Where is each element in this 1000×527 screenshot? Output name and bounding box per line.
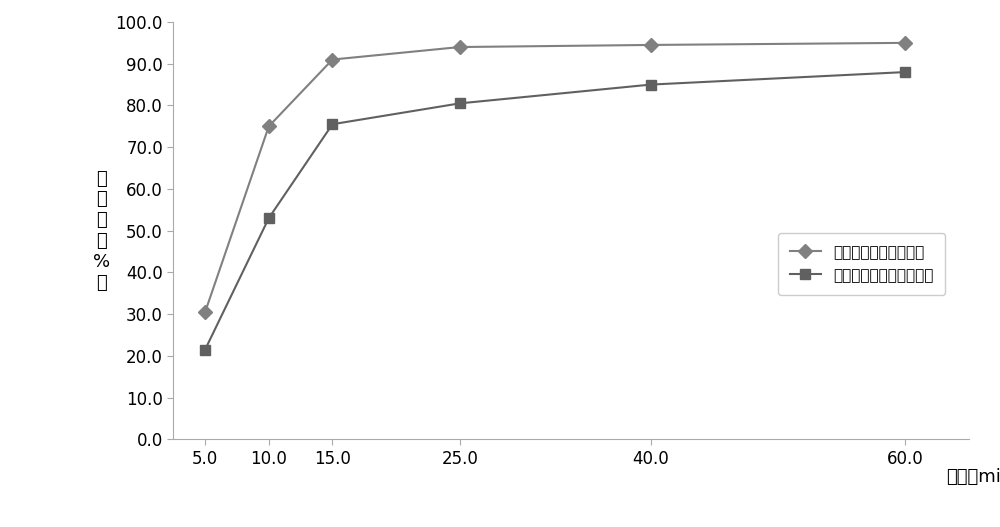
Line: 氯雷他定组合物咀嚼片: 氯雷他定组合物咀嚼片 [200,38,910,317]
X-axis label: 时间（min）: 时间（min） [946,469,1000,486]
氯雷他定组合物咀嚼片 [645,42,657,48]
氯雷他定咀嚼片（市售） [645,82,657,88]
氯雷他定咀嚼片（市售） [899,69,911,75]
氯雷他定组合物咀嚼片 [199,309,211,315]
氯雷他定咀嚼片（市售） [199,346,211,353]
氯雷他定咀嚼片（市售） [454,100,466,106]
氯雷他定咀嚼片（市售） [326,121,338,128]
氯雷他定组合物咀嚼片 [899,40,911,46]
氯雷他定咀嚼片（市售） [263,215,275,221]
Line: 氯雷他定咀嚼片（市售）: 氯雷他定咀嚼片（市售） [200,67,910,354]
Y-axis label: 溶
出
度
（
%
）: 溶 出 度 （ % ） [93,170,110,291]
氯雷他定组合物咀嚼片 [263,123,275,130]
Legend: 氯雷他定组合物咀嚼片, 氯雷他定咀嚼片（市售）: 氯雷他定组合物咀嚼片, 氯雷他定咀嚼片（市售） [778,233,945,295]
氯雷他定组合物咀嚼片 [454,44,466,50]
氯雷他定组合物咀嚼片 [326,56,338,63]
